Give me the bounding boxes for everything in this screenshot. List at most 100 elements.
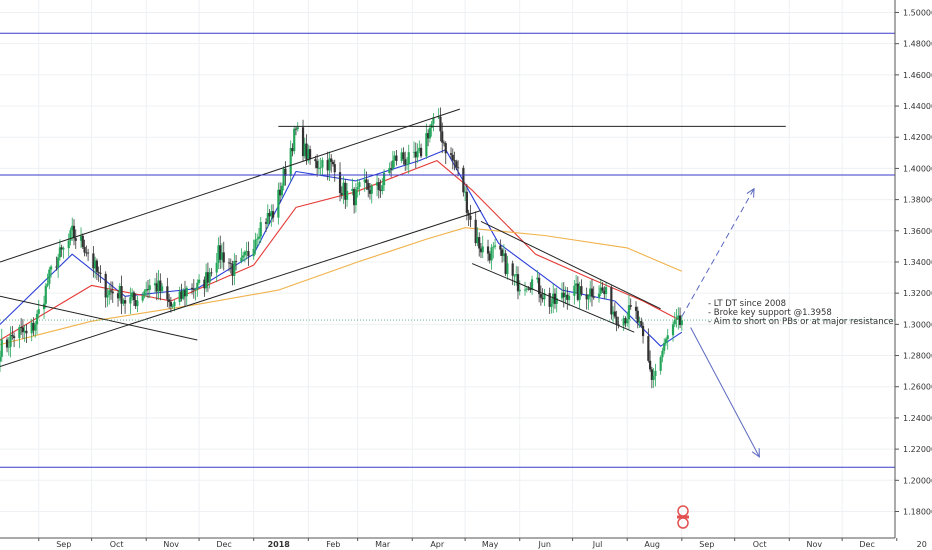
candle-body	[358, 182, 361, 188]
candle-body	[356, 187, 359, 190]
candle-body	[169, 302, 172, 307]
candle-body	[210, 272, 213, 274]
candle-body	[106, 294, 109, 298]
candle-body	[610, 287, 613, 315]
candle-body	[30, 322, 33, 334]
candle-body	[395, 155, 398, 162]
candle-body	[576, 283, 579, 300]
candle-body	[393, 155, 396, 161]
candle-body	[367, 183, 370, 190]
candle-body	[597, 293, 601, 298]
candle-body	[7, 346, 10, 348]
price-tick-label: 1.18000	[903, 507, 932, 516]
candle-body	[622, 318, 625, 326]
candle-body	[227, 262, 231, 264]
candle-body	[634, 306, 638, 311]
candle-body	[316, 161, 319, 169]
candle-body	[234, 260, 238, 262]
candle-body	[319, 167, 322, 169]
candle-body	[180, 291, 183, 299]
candle-body	[254, 239, 257, 249]
candle-body	[453, 159, 456, 162]
candle-body	[277, 189, 280, 218]
candle-body	[157, 280, 160, 292]
price-tick-label: 1.36000	[903, 227, 932, 236]
candle-body	[190, 287, 194, 290]
trendline	[0, 210, 482, 367]
candle-body	[652, 376, 655, 380]
candle-body	[182, 290, 185, 299]
candle-body	[79, 235, 83, 241]
candle-body	[604, 287, 608, 295]
candle-body	[502, 253, 505, 256]
candle-body	[626, 319, 629, 324]
candle-body	[680, 320, 683, 326]
candle-body	[481, 246, 484, 253]
candle-body	[131, 292, 134, 298]
price-axis[interactable]: 1.50000 1.48000 1.46000 1.44000 1.42000 1.400…	[894, 0, 932, 550]
candle-body	[439, 116, 442, 132]
candle-body	[391, 160, 394, 169]
candle-body	[259, 222, 262, 237]
candle-body	[20, 327, 23, 328]
time-tick-label: Sep	[56, 540, 71, 549]
candle-body	[427, 133, 430, 139]
candle-body	[222, 252, 225, 263]
price-tick-label: 1.28000	[903, 352, 932, 361]
price-tick-label: 1.34000	[903, 258, 932, 267]
price-tick-label: 1.22000	[903, 445, 932, 454]
candle-body	[245, 251, 248, 252]
candle-body	[194, 289, 197, 291]
price-axis-bg	[895, 0, 932, 550]
candle-body	[640, 321, 643, 326]
candle-body	[97, 271, 100, 273]
candle-body	[585, 294, 588, 300]
candle-body	[504, 253, 507, 274]
candle-body	[21, 327, 25, 333]
candle-body	[62, 248, 65, 250]
candle-body	[404, 159, 407, 165]
candle-body	[104, 273, 107, 298]
candle-body	[388, 168, 391, 174]
candle-body	[86, 252, 90, 254]
candle-body	[638, 321, 641, 323]
candle-body	[599, 287, 602, 294]
candle-body	[83, 247, 86, 253]
chart-grid	[0, 0, 898, 538]
candle-body	[513, 275, 516, 277]
candle-body	[74, 238, 77, 241]
candle-body	[412, 151, 416, 153]
candle-body	[499, 245, 502, 250]
horizontal-levels: 1.486681.395801.208361.30276	[0, 27, 932, 474]
time-axis[interactable]: Sep Oct Nov Dec 2018 Feb Mar Apr May Jun Jul Aug Sep…	[0, 537, 932, 550]
candle-body	[587, 295, 590, 300]
candle-body	[196, 282, 199, 290]
candle-body	[289, 148, 292, 176]
price-tick-label: 1.38000	[903, 196, 932, 205]
candle-body	[25, 330, 28, 334]
candle-body	[501, 249, 504, 256]
candle-body	[99, 272, 102, 274]
candle-body	[155, 283, 158, 292]
candle-body	[400, 152, 403, 162]
candle-body	[296, 127, 299, 130]
candle-body	[192, 289, 195, 290]
candle-body	[326, 160, 329, 171]
candle-body	[205, 272, 208, 289]
price-tick-label: 1.32000	[903, 289, 932, 298]
candle-body	[629, 305, 632, 307]
candle-body	[603, 290, 606, 295]
candle-body	[178, 291, 181, 303]
candle-body	[455, 161, 458, 168]
candle-body	[478, 237, 481, 249]
moving-average-slow	[0, 227, 683, 346]
candle-body	[153, 283, 157, 286]
candle-body	[432, 117, 435, 124]
candle-body	[233, 260, 236, 276]
candlestick-series	[0, 107, 683, 389]
candle-body	[539, 294, 542, 298]
candle-body	[340, 193, 343, 195]
time-axis-bg	[0, 538, 932, 550]
candle-body	[145, 289, 148, 292]
